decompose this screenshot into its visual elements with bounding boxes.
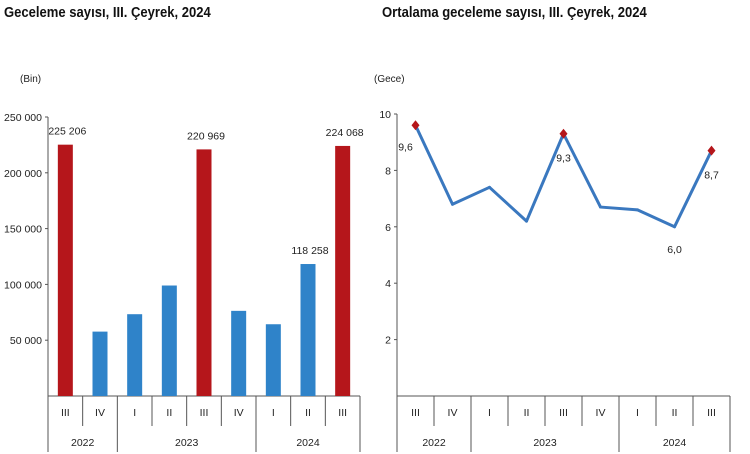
bar-chart-title: Geceleme sayısı, III. Çeyrek, 2024: [4, 5, 211, 21]
line-point: [525, 219, 528, 223]
line-x-tick-label: IV: [448, 407, 458, 419]
bar-y-tick-label: 200 000: [4, 168, 42, 180]
bar-y-tick-label: 150 000: [4, 224, 42, 236]
line-point: [673, 225, 676, 229]
line-data-label: 8,7: [704, 170, 719, 182]
bar-y-tick-label: 100 000: [4, 279, 42, 291]
line-x-tick-label: II: [672, 407, 678, 419]
line-point: [599, 205, 602, 209]
line-marker: [411, 120, 420, 131]
line-point: [636, 208, 639, 212]
bar-x-tick-label: III: [200, 407, 209, 419]
bar-unit-label: (Bin): [20, 74, 41, 85]
line-x-tick-label: I: [636, 407, 639, 419]
line-year-label: 2023: [533, 437, 557, 449]
line-marker: [559, 128, 568, 139]
line-unit-label: (Gece): [374, 74, 405, 85]
line-x-tick-label: II: [524, 407, 530, 419]
bar-data-label: 220 969: [187, 130, 225, 142]
line-y-tick-label: 2: [385, 335, 391, 347]
line-x-tick-label: III: [707, 407, 716, 419]
bar-year-label: 2023: [175, 437, 199, 449]
bar-x-tick-label: IV: [95, 407, 105, 419]
bar: [196, 149, 212, 396]
bar-y-tick-label: 250 000: [4, 112, 42, 124]
bar: [127, 314, 143, 396]
bar: [57, 144, 73, 396]
bar-year-label: 2022: [71, 437, 95, 449]
bar: [300, 264, 316, 396]
line-marker: [707, 145, 716, 156]
line-point: [451, 202, 454, 206]
line-chart-title: Ortalama geceleme sayısı, III. Çeyrek, 2…: [382, 5, 647, 21]
bar: [231, 310, 247, 396]
line-x-tick-label: III: [559, 407, 568, 419]
bar-year-label: 2024: [296, 437, 320, 449]
line-point: [488, 185, 491, 189]
bar: [161, 285, 177, 396]
line-year-label: 2024: [663, 437, 687, 449]
line-data-label: 6,0: [667, 244, 682, 256]
line-series: [414, 124, 713, 229]
line-year-label: 2022: [422, 437, 446, 449]
bar-x-tick-label: I: [133, 407, 136, 419]
line-x-tick-label: I: [488, 407, 491, 419]
line-data-label: 9,3: [556, 153, 571, 165]
line-data-label: 9,6: [398, 141, 413, 153]
line-x-tick-label: IV: [596, 407, 606, 419]
bar-x-tick-label: II: [305, 407, 311, 419]
bar-x-tick-label: II: [166, 407, 172, 419]
bar-x-tick-label: I: [272, 407, 275, 419]
bar-x-tick-label: III: [338, 407, 347, 419]
line-y-tick-label: 8: [385, 165, 391, 177]
bar: [335, 145, 351, 396]
bar-data-label: 118 258: [291, 245, 328, 257]
line-x-tick-label: III: [411, 407, 420, 419]
bar: [92, 331, 108, 396]
bar-data-label: 224 068: [326, 127, 364, 139]
line-y-tick-label: 6: [385, 222, 391, 234]
bar-x-tick-label: IV: [234, 407, 244, 419]
line-y-tick-label: 4: [385, 278, 391, 290]
bar-x-tick-label: III: [61, 407, 70, 419]
bar-data-label: 225 206: [48, 126, 86, 138]
line-y-tick-label: 10: [379, 109, 391, 121]
bar-y-tick-label: 50 000: [10, 335, 42, 347]
bar: [265, 324, 281, 396]
